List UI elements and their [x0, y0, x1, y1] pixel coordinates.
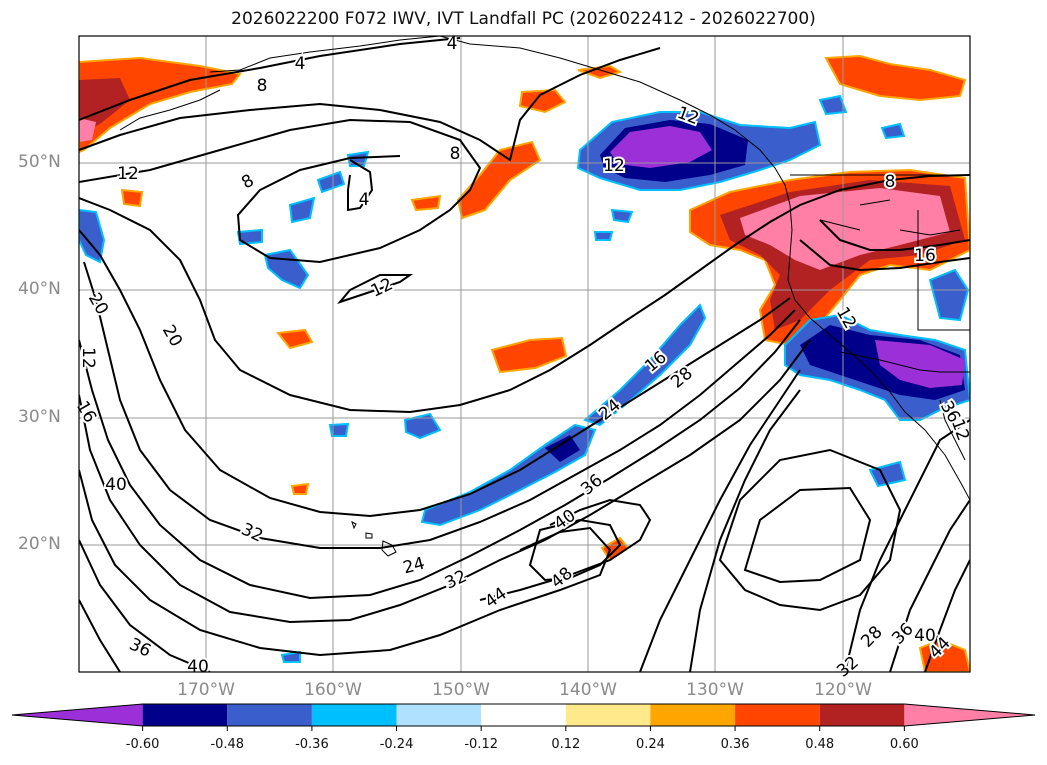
negative-region: [593, 231, 614, 241]
negative-region-core: [545, 435, 580, 462]
contour-label: 8: [885, 172, 896, 192]
positive-region-core: [79, 118, 96, 142]
colorbar-segment: [311, 704, 397, 726]
graticule: [79, 36, 970, 672]
contour-label: 40: [187, 657, 209, 677]
map-panel: 4488124812121281620201216403224324448403…: [70, 32, 975, 684]
positive-region: [276, 328, 314, 350]
negative-region: [868, 460, 907, 488]
colorbar-outline: [11, 703, 1036, 727]
colorbar-tick-label: 0.24: [635, 737, 665, 752]
negative-region: [79, 208, 106, 264]
negative-region: [610, 208, 634, 224]
colorbar-segment: [142, 704, 228, 726]
colorbar-tick-label: -0.24: [379, 737, 414, 752]
map-title: 2026022200 F072 IWV, IVT Landfall PC (20…: [231, 9, 816, 29]
map-frame: [78, 35, 971, 673]
colorbar-tick-label: -0.60: [125, 737, 160, 752]
longitude-label: 140°W: [559, 680, 617, 700]
positive-region: [490, 336, 568, 374]
contour-label: 8: [257, 76, 268, 96]
positive-region: [824, 54, 967, 102]
colorbar-segment: [227, 704, 312, 726]
contour-label: 4: [359, 190, 370, 210]
contour-label: 4: [295, 54, 306, 74]
positive-region-core: [79, 78, 130, 134]
longitude-label: 160°W: [304, 680, 362, 700]
negative-region: [880, 122, 906, 140]
colorbar-extend-high: [904, 704, 1035, 726]
latitude-label: 20°N: [18, 534, 61, 554]
longitude-label: 120°W: [814, 680, 872, 700]
contour-label: 40: [914, 626, 936, 646]
negative-region: [288, 196, 316, 224]
colorbar-tick-label: -0.48: [210, 737, 245, 752]
contour-label: 8: [450, 144, 461, 164]
contour-label: 12: [117, 164, 139, 184]
contour-label: 12: [603, 156, 625, 176]
negative-region-core: [610, 126, 712, 168]
negative-region: [280, 650, 301, 663]
negative-region: [818, 94, 848, 116]
negative-region: [263, 248, 310, 290]
colorbar-tick-label: -0.12: [464, 737, 498, 752]
positive-region: [290, 482, 310, 495]
longitude-label: 130°W: [686, 680, 744, 700]
colorbar-segment: [565, 704, 651, 726]
colorbar-segment: [819, 704, 905, 726]
colorbar-extend-low: [12, 704, 143, 726]
colorbar-segment: [650, 704, 736, 726]
colorbar-tick-label: 0.36: [720, 737, 750, 752]
negative-region-core: [875, 340, 965, 388]
contour-label: 4: [447, 34, 458, 54]
colorbar-tick-label: 0.12: [551, 737, 581, 752]
colorbar-segment: [396, 704, 482, 726]
negative-region: [403, 412, 442, 440]
colorbar-tick-label: -0.36: [295, 737, 329, 752]
latitude-label: 50°N: [18, 152, 61, 172]
colorbar-tick-label: 0.60: [889, 737, 919, 752]
contour-lines: [79, 37, 970, 672]
contour-label: 16: [914, 246, 936, 266]
colorbar-segment: [735, 704, 820, 726]
latitude-label: 30°N: [18, 407, 61, 427]
contour-label: 40: [105, 475, 127, 495]
longitude-label: 150°W: [432, 680, 490, 700]
negative-region: [328, 422, 350, 437]
latitude-label: 40°N: [18, 279, 61, 299]
positive-region: [410, 194, 442, 212]
positive-region: [120, 188, 144, 208]
colorbar-segment: [481, 704, 566, 726]
longitude-label: 170°W: [177, 680, 235, 700]
negative-region: [583, 303, 707, 427]
colorbar-tick-label: 0.48: [805, 737, 835, 752]
contour-label: 12: [78, 347, 98, 369]
negative-region: [928, 268, 970, 322]
